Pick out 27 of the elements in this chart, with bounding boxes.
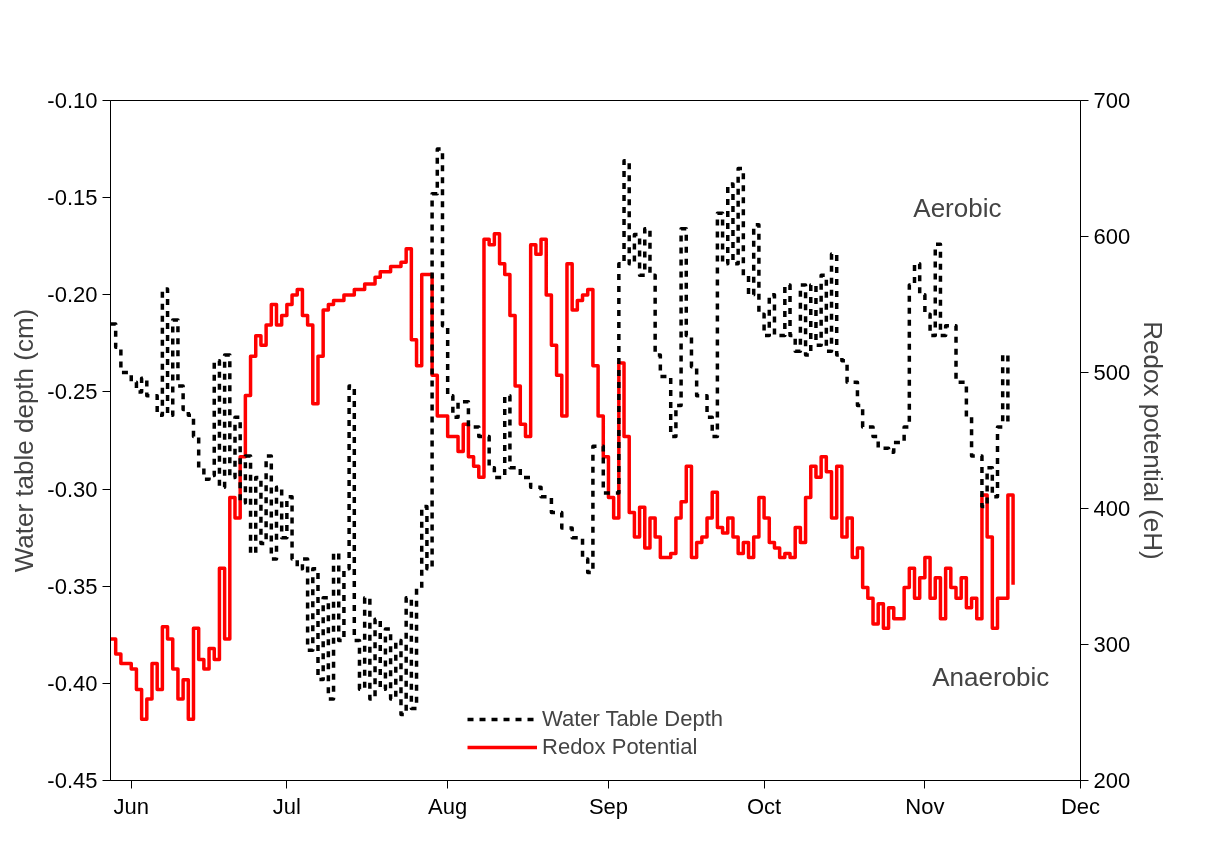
y-tick-label: -0.35 [47,573,98,599]
y-tick-label: -0.25 [47,379,98,405]
y-tick-label: -0.45 [47,768,98,793]
y-tick-label: -0.30 [47,476,98,502]
annotation: Anaerobic [932,662,1050,693]
y2-tick-label: 600 [1093,224,1131,249]
x-tick-label: Nov [905,793,945,819]
y-tick-label: -0.40 [47,670,98,696]
y-tick-label: -0.10 [47,88,98,113]
y2-axis-title: Redox potential (eH) [1138,321,1169,560]
legend-label: Redox Potential [542,734,698,760]
y2-tick-label: 700 [1093,88,1131,113]
x-tick-label: Jul [272,793,301,819]
x-tick-label: Aug [428,793,468,819]
y-axis-title: Water table depth (cm) [9,308,40,573]
x-tick-label: Dec [1060,793,1101,819]
x-tick-label: Oct [746,793,782,819]
y-tick-label: -0.15 [47,185,98,211]
legend-label: Water Table Depth [542,706,723,732]
y-tick-label: -0.20 [47,282,98,308]
y2-tick-label: 400 [1093,496,1131,521]
x-tick-label: Jun [113,793,149,819]
x-tick-label: Sep [588,793,629,819]
y2-tick-label: 200 [1093,768,1131,793]
annotation: Aerobic [913,192,1002,223]
y2-tick-label: 500 [1093,360,1131,385]
y2-tick-label: 300 [1093,632,1131,657]
